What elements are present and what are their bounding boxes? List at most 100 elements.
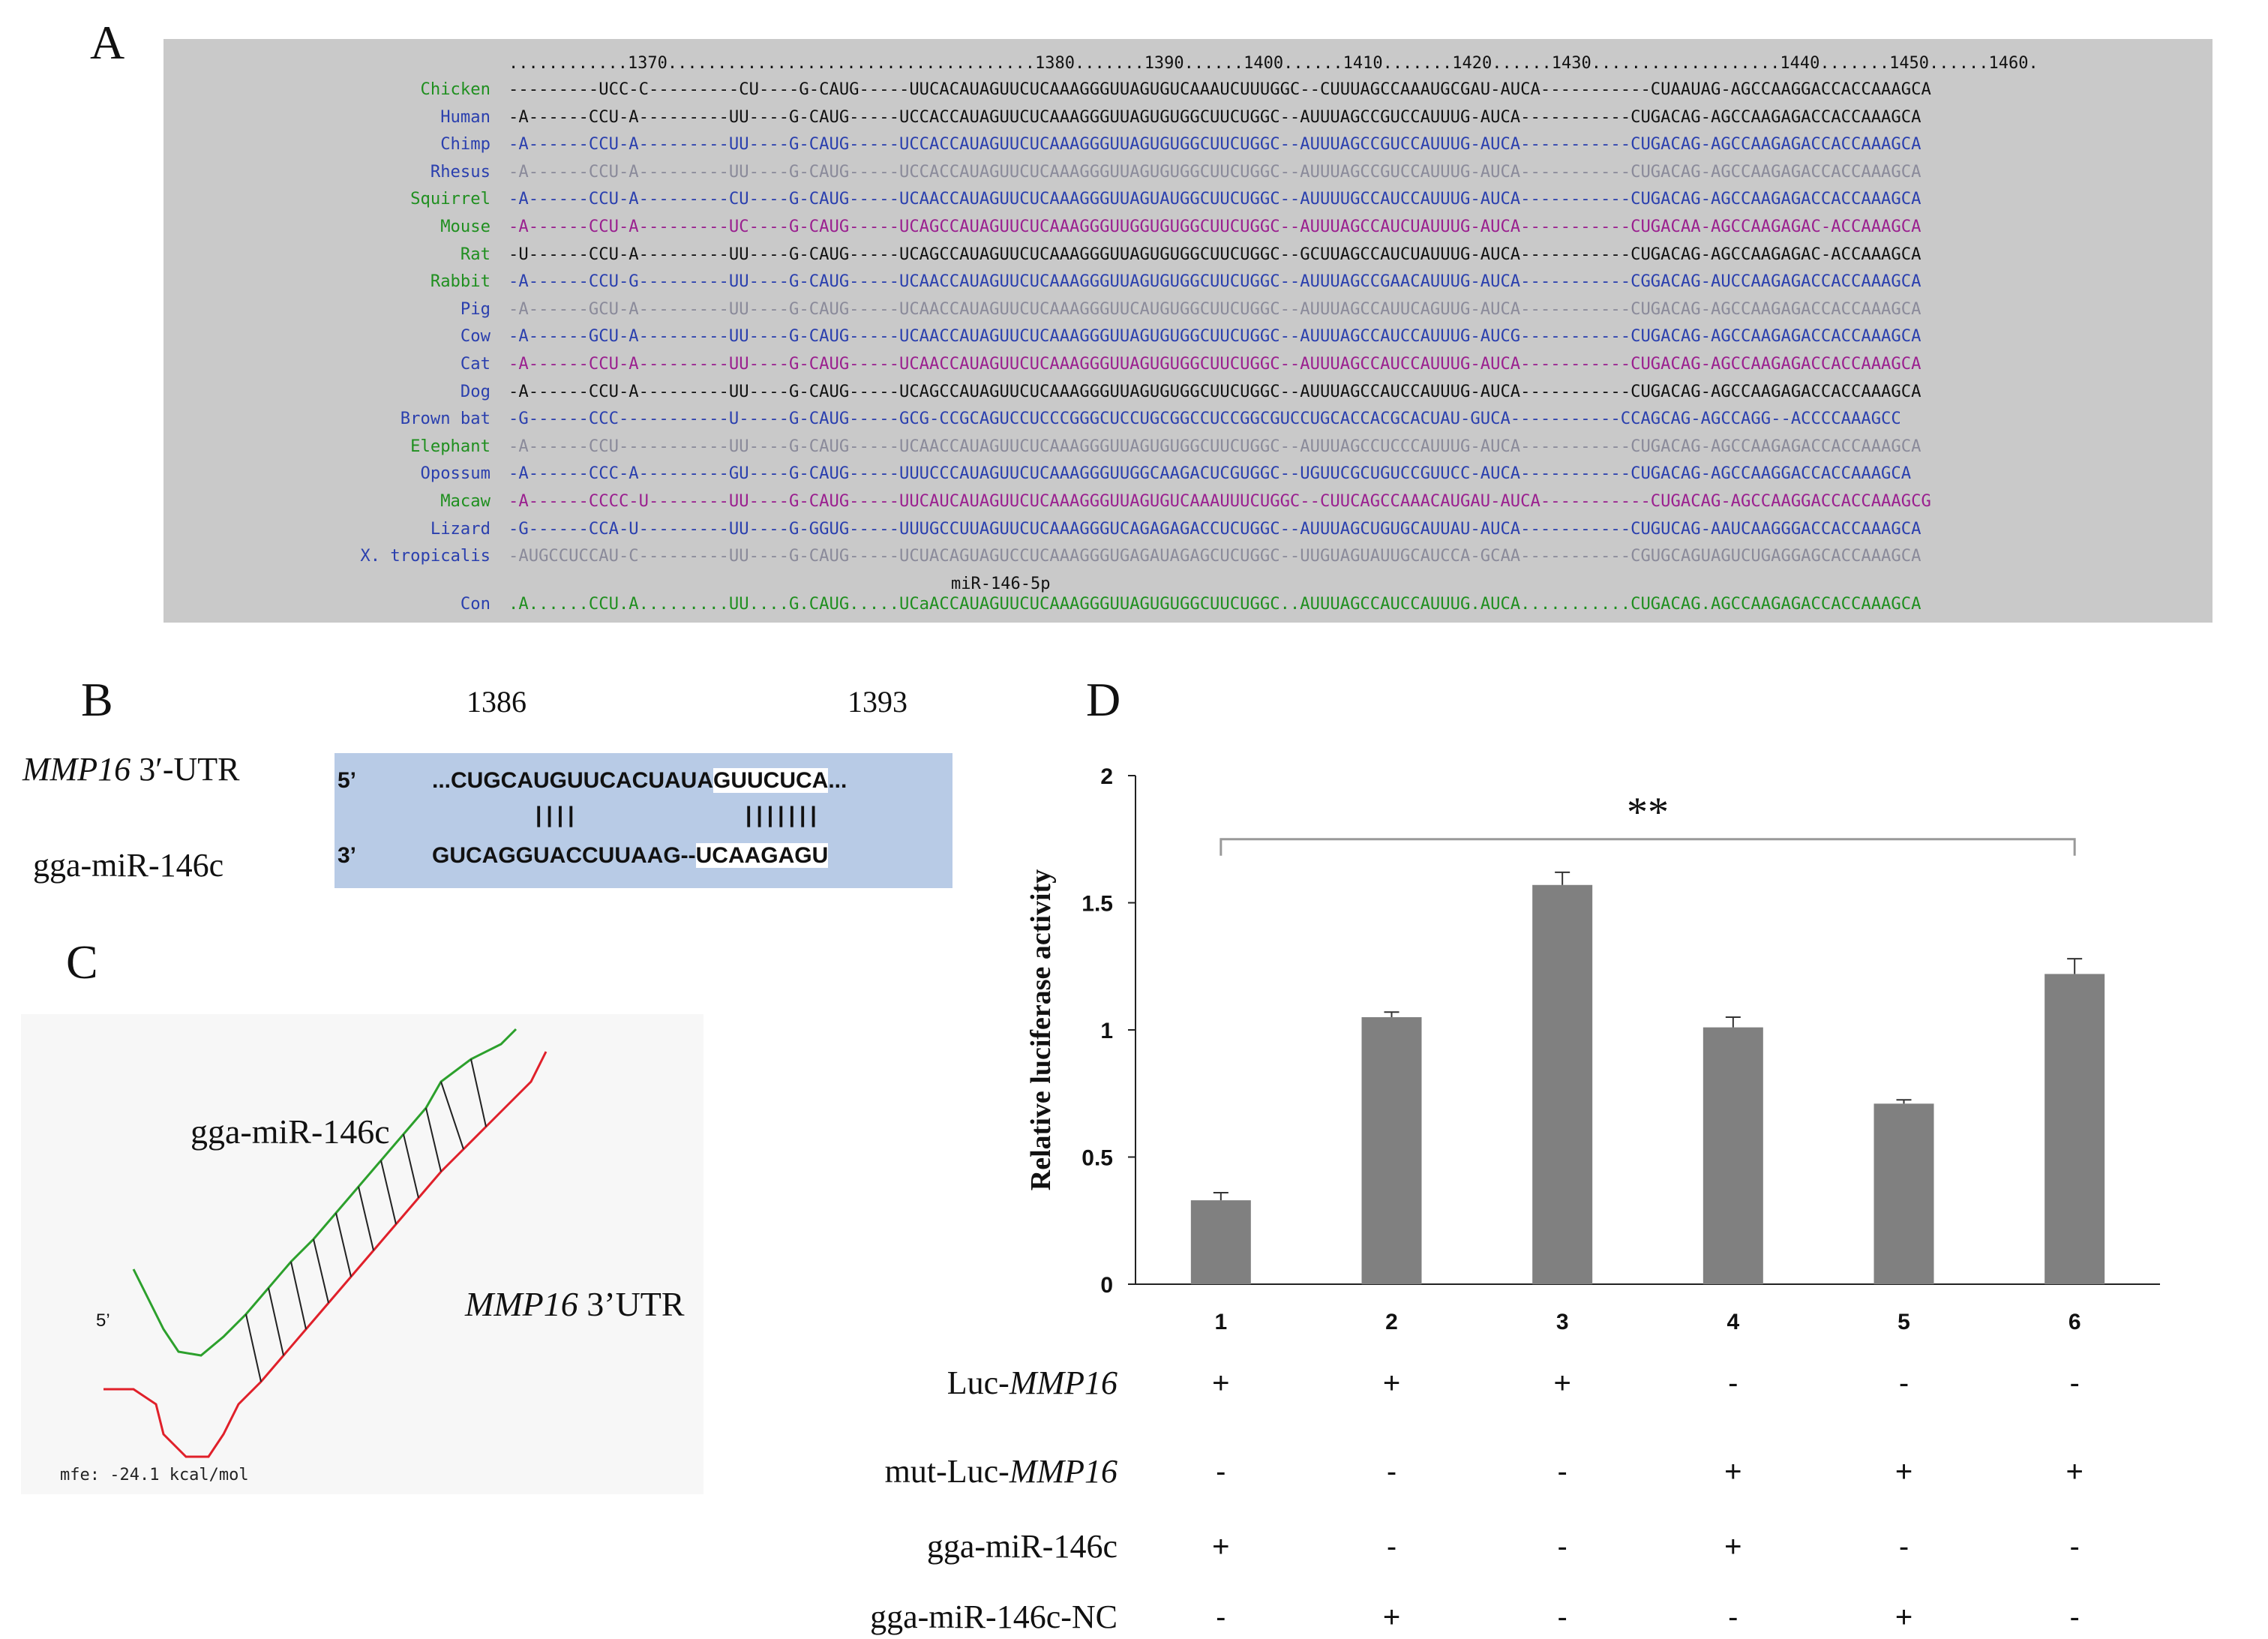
species-name: Elephant xyxy=(410,436,490,456)
condition-symbol: - xyxy=(1728,1367,1738,1400)
alignment-row: Lizard -G------CCA-U---------UU----G-GGUG… xyxy=(164,519,2212,546)
species-sequence: -A------CCU-A---------UU----G-CAUG-----U… xyxy=(508,107,1922,127)
utr-label-suffix: 3′-UTR xyxy=(130,751,240,788)
alignment-row: Squirrel -A------CCU-A---------CU----G-CA… xyxy=(164,189,2212,216)
species-sequence: -G------CCC-----------U-----G-CAUG-----G… xyxy=(508,409,1901,429)
rna-hybrid-panel: gga-miR-146c MMP16 3’UTR 5’ mfe: -24.1 k… xyxy=(21,1014,704,1494)
condition-symbol: + xyxy=(1894,1455,1913,1488)
condition-symbol: - xyxy=(1557,1530,1568,1563)
species-name: Rat xyxy=(460,244,490,264)
bar xyxy=(1361,1017,1422,1284)
hybrid-utr-label: MMP16 3’UTR xyxy=(465,1284,685,1324)
condition-symbol: - xyxy=(1386,1455,1397,1488)
pairing-bars-2: ||||||| xyxy=(746,803,821,827)
panel-label-b: B xyxy=(81,673,113,726)
alignment-row: Chimp -A------CCU-A---------UU----G-CAUG-… xyxy=(164,134,2212,161)
alignment-row: Rabbit -A------CCU-G---------UU----G-CAUG… xyxy=(164,272,2212,299)
species-sequence: -A------CCU-G---------UU----G-CAUG-----U… xyxy=(508,272,1922,292)
condition-symbol: - xyxy=(1216,1455,1226,1488)
condition-symbol: - xyxy=(1557,1601,1568,1634)
condition-label-plain: Luc- xyxy=(946,1364,1010,1401)
position-ruler: ............1370........................… xyxy=(508,54,2038,73)
alignment-row: Cat -A------CCU-A---------UU----G-CAUG---… xyxy=(164,354,2212,381)
panel-label-d: D xyxy=(1086,673,1121,726)
bar xyxy=(2044,974,2105,1284)
species-name: Rhesus xyxy=(430,161,490,182)
species-sequence: -AUGCCUCCAU-C---------UU----G-CAUG-----U… xyxy=(508,546,1922,566)
x-tick-label: 4 xyxy=(1726,1310,1739,1334)
alignment-row: Human -A------CCU-A---------UU----G-CAUG-… xyxy=(164,107,2212,134)
condition-symbol: + xyxy=(1553,1367,1571,1400)
rna-hybrid-structure xyxy=(104,1028,548,1458)
condition-label: Luc-MMP16 xyxy=(698,1364,1118,1402)
condition-symbol: - xyxy=(1898,1367,1910,1400)
luciferase-bar-chart: 0 0.5 1 1.5 2 Relative luciferase activity 1 2 3… xyxy=(1025,764,2160,1334)
panel-label-c: C xyxy=(66,935,98,989)
mfe-value: mfe: -24.1 kcal/mol xyxy=(60,1466,249,1484)
species-name: Brown bat xyxy=(400,409,490,429)
x-tick-label: 2 xyxy=(1385,1310,1398,1334)
significance-label: ** xyxy=(1627,789,1669,836)
condition-symbol: - xyxy=(2069,1367,2080,1400)
species-name: Cat xyxy=(460,354,490,374)
alignment-row: X. tropicalis -AUGCCUCCAU-C---------UU---… xyxy=(164,546,2212,573)
condition-symbol: - xyxy=(1898,1530,1910,1563)
x-tick-label: 5 xyxy=(1898,1310,1910,1334)
species-sequence: -A------CCU-----------UU----G-CAUG-----U… xyxy=(508,436,1922,456)
condition-label-plain: gga-miR-146c xyxy=(926,1528,1118,1565)
species-sequence: -A------CCC-A---------GU----G-CAUG-----U… xyxy=(508,464,1912,484)
alignment-row: Con .A......CCU.A.........UU....G.CAUG...… xyxy=(164,594,2212,621)
species-sequence: -U------CCU-A---------UU----G-CAUG-----U… xyxy=(508,244,1922,264)
utr-gene-name: MMP16 xyxy=(22,751,131,788)
sequence-alignment-panel: ............1370........................… xyxy=(164,39,2212,623)
species-sequence: -A------GCU-A---------UU----G-CAUG-----U… xyxy=(508,326,1922,347)
condition-symbol: - xyxy=(1557,1455,1568,1488)
condition-symbol: - xyxy=(2069,1530,2080,1563)
utr-strand xyxy=(104,1051,548,1458)
condition-symbol: - xyxy=(1386,1530,1397,1563)
species-name: X. tropicalis xyxy=(360,546,490,566)
binding-site-box: 5’ ...CUGCAUGUUCACUAUAGUUCUCA... |||| ||… xyxy=(334,753,952,888)
hybrid-mirna-label: gga-miR-146c xyxy=(190,1112,390,1151)
condition-symbol: - xyxy=(1216,1601,1226,1634)
mirna-seed-region: UCAAGAGU xyxy=(695,843,829,868)
utr-seq-part-c: ... xyxy=(828,768,848,793)
condition-symbol: + xyxy=(1212,1367,1230,1400)
alignment-row: Cow -A------GCU-A---------UU----G-CAUG---… xyxy=(164,326,2212,353)
condition-label-plain: gga-miR-146c-NC xyxy=(870,1598,1118,1635)
mirna-label-b: gga-miR-146c xyxy=(33,847,224,884)
mirna-label: miR-146-5p xyxy=(951,575,1051,593)
species-name: Human xyxy=(440,107,490,127)
species-sequence: -A------CCU-A---------UC----G-CAUG-----U… xyxy=(508,217,1922,236)
condition-symbol: + xyxy=(1382,1601,1401,1634)
condition-symbol: + xyxy=(1724,1455,1742,1488)
species-sequence: -A------CCU-A---------UU----G-CAUG-----U… xyxy=(508,134,1922,155)
pairing-bars-1: |||| xyxy=(536,803,579,827)
hybrid-five-prime: 5’ xyxy=(96,1310,110,1331)
condition-symbol: - xyxy=(2069,1601,2080,1634)
condition-symbol: - xyxy=(1728,1601,1738,1634)
species-name: Opossum xyxy=(420,464,490,484)
alignment-row: Dog -A------CCU-A---------UU----G-CAUG---… xyxy=(164,382,2212,409)
species-name: Con xyxy=(460,594,490,614)
species-sequence: -G------CCA-U---------UU----G-GGUG-----U… xyxy=(508,518,1922,539)
species-name: Dog xyxy=(460,381,490,401)
alignment-row: Rat -U------CCU-A---------UU----G-CAUG---… xyxy=(164,245,2212,272)
species-name: Rabbit xyxy=(430,272,490,292)
alignment-row: Macaw -A------CCCC-U--------UU----G-CAUG-… xyxy=(164,491,2212,518)
alignment-row: Chicken ---------UCC-C---------CU----G-CA… xyxy=(164,80,2212,107)
mirna-seq-part-a: GUCAGGUACCUUAAG-- xyxy=(432,843,696,868)
y-tick-label: 0.5 xyxy=(1082,1146,1113,1171)
condition-label: mut-Luc-MMP16 xyxy=(698,1452,1118,1490)
alignment-row: Opossum -A------CCC-A---------GU----G-CAU… xyxy=(164,464,2212,491)
condition-symbol: + xyxy=(1724,1530,1742,1563)
x-tick-label: 6 xyxy=(2068,1310,2081,1334)
hybrid-utr-suffix: 3’UTR xyxy=(578,1285,685,1323)
condition-label-gene: MMP16 xyxy=(1009,1453,1118,1490)
utr-sequence: ...CUGCAUGUUCACUAUAGUUCUCA... xyxy=(432,768,847,794)
x-tick-label: 1 xyxy=(1214,1310,1227,1334)
species-sequence: -A------CCU-A---------UU----G-CAUG-----U… xyxy=(508,161,1922,182)
five-prime-label: 5’ xyxy=(338,768,357,793)
alignment-row: Mouse -A------CCU-A---------UC----G-CAUG-… xyxy=(164,217,2212,244)
alignment-row: Pig -A------GCU-A---------UU----G-CAUG---… xyxy=(164,299,2212,326)
